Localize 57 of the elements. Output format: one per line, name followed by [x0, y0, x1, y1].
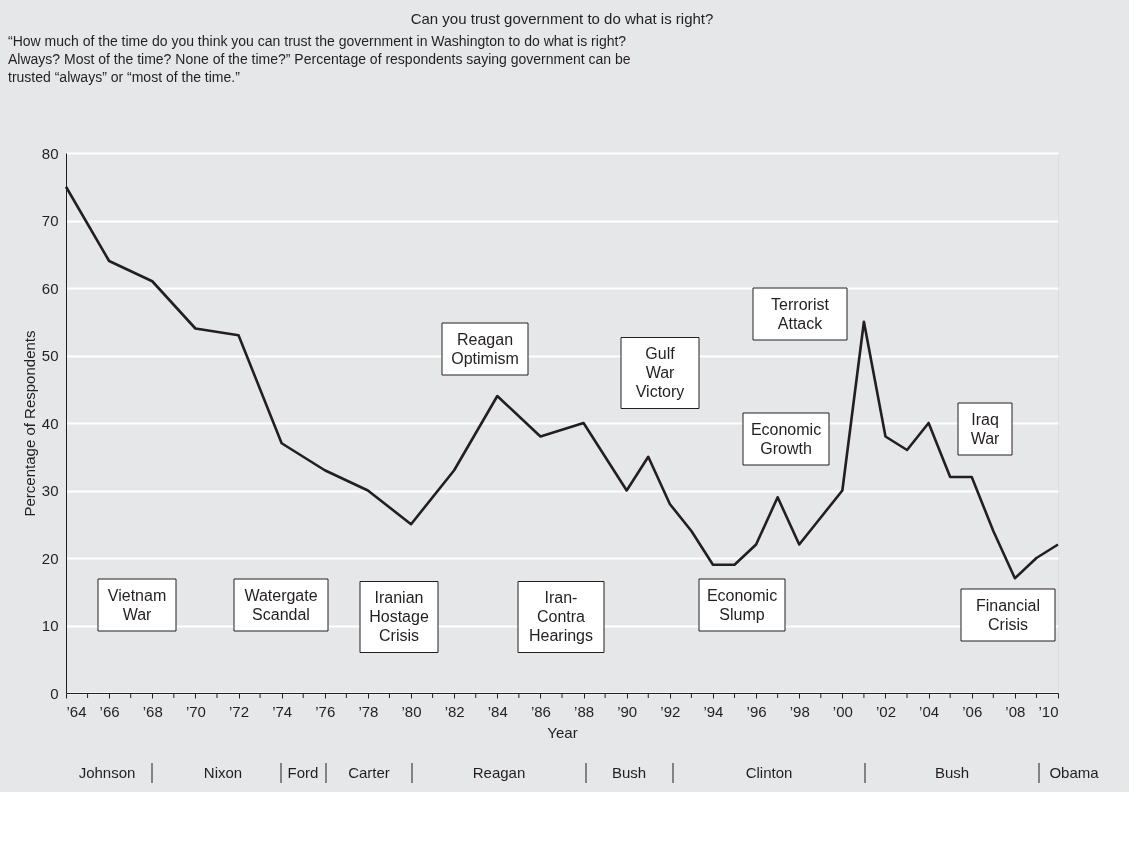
annotation: Gulf War Victory	[635, 345, 685, 400]
x-tick-label: ’96	[746, 702, 767, 720]
x-tick-label: ’00	[832, 702, 853, 720]
x-tick-label: ’68	[142, 702, 163, 720]
y-tick-label: 80	[41, 144, 59, 162]
annotation: Watergate Scandal	[244, 586, 318, 623]
text: Nixon	[203, 764, 243, 781]
x-tick-label: ’90	[617, 702, 638, 720]
x-tick-label: ’92	[660, 702, 681, 720]
x-tick-label: ’86	[530, 702, 551, 720]
y-tick-label: 0	[50, 684, 59, 702]
text: Carter	[348, 764, 390, 781]
x-tick-label: ’82	[444, 702, 465, 720]
x-tick-label: ’80	[401, 702, 422, 720]
x-tick-label: ’74	[272, 702, 293, 720]
x-tick-label: ’98	[789, 702, 810, 720]
text: Reagan	[472, 764, 526, 781]
x-tick-label: ’04	[919, 702, 940, 720]
annotation: Financial Crisis	[975, 596, 1041, 633]
x-tick-label: ’08	[1005, 702, 1026, 720]
x-tick-label: ’64	[66, 702, 87, 720]
text: Johnson	[78, 764, 136, 781]
text: Ford	[287, 764, 319, 781]
x-tick-label: ’88	[574, 702, 595, 720]
y-tick-label: 40	[41, 414, 59, 432]
annotation: Economic Growth	[750, 420, 822, 457]
y-tick-label: 70	[41, 212, 59, 229]
x-tick-label: ’78	[358, 702, 379, 720]
annotation: Iranian Hostage Crisis	[369, 589, 429, 644]
chart-subtitle: “How much of the time do you think you can trust the government in Washington to do what is right? Always? Most of the time? None of the time?” Percentage of respondents saying government can be trusted “always” or “most of the time.”	[8, 33, 631, 85]
annotation: Economic Slump	[706, 586, 778, 623]
x-tick-label: ’94	[703, 702, 724, 720]
text: Bush	[611, 764, 647, 781]
chart-title: Can you trust government to do what is right?	[410, 10, 714, 27]
text: Bush	[934, 764, 970, 781]
annotation: Terrorist Attack	[771, 295, 830, 332]
text: Obama	[1049, 764, 1100, 781]
x-tick-label: ’10	[1038, 702, 1059, 720]
x-axis-title: Year	[547, 723, 578, 741]
y-tick-label: 30	[41, 482, 59, 499]
annotation: Iran- Contra Hearings	[528, 589, 594, 644]
annotation: Iraq War	[970, 410, 1001, 447]
x-tick-label: ’66	[99, 702, 120, 720]
annotation: Vietnam War	[107, 586, 167, 623]
y-tick-label: 60	[41, 279, 59, 297]
annotation: Reagan Optimism	[451, 330, 519, 367]
text: Clinton	[745, 764, 793, 781]
x-tick-label: ’06	[962, 702, 983, 720]
y-tick-label: 50	[41, 347, 59, 364]
y-tick-label: 20	[41, 549, 59, 567]
y-tick-label: 10	[41, 617, 59, 634]
x-tick-label: ’84	[487, 702, 508, 720]
y-axis-title: Percentage of Respondents	[20, 330, 38, 517]
x-tick-label: ’72	[229, 702, 250, 720]
x-tick-label: ’02	[875, 702, 896, 720]
x-tick-label: ’70	[185, 702, 206, 720]
x-tick-label: ’76	[315, 702, 336, 720]
